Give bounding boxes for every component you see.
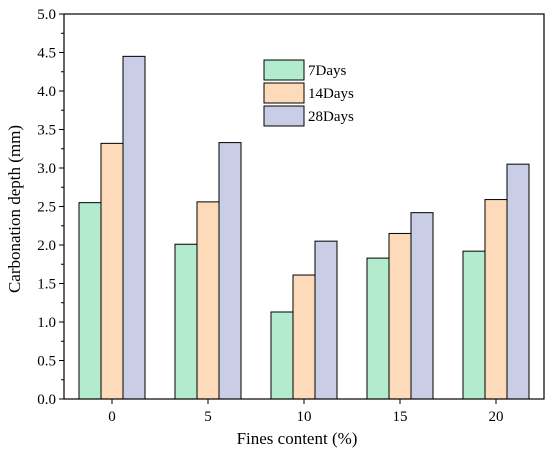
y-tick-label: 0.5 (37, 354, 56, 370)
bar-14days-15 (388, 232, 412, 400)
y-tick-label: 3.5 (37, 123, 56, 139)
legend-swatch-28days (263, 105, 305, 127)
legend: 7Days 14Days 28Days (263, 59, 354, 127)
x-axis-title: Fines content (%) (237, 429, 358, 448)
bar-7days-10 (270, 311, 294, 400)
x-tick-label: 20 (489, 409, 504, 425)
bar-28days-20 (506, 163, 530, 400)
bar-28days-5 (218, 142, 242, 400)
bar-28days-15 (410, 212, 434, 400)
bar-28days-0 (122, 55, 146, 400)
axes-layer: 0.0 0.5 1.0 1.5 2.0 2.5 3.0 3.5 4.0 4.5 5.0 0 5 10 15 2… (37, 7, 545, 425)
legend-label-14days: 14Days (308, 86, 354, 102)
y-tick-label: 0.0 (37, 392, 56, 408)
bar-28days-10 (314, 240, 338, 400)
y-axis-title: Carbonation depth (mm) (5, 125, 24, 293)
bar-14days-10 (292, 274, 316, 400)
y-tick-label: 5.0 (37, 7, 56, 23)
y-tick-label: 2.5 (37, 200, 56, 216)
bar-14days-5 (196, 201, 220, 400)
x-tick-label: 15 (393, 409, 408, 425)
bar-7days-20 (462, 250, 486, 400)
legend-label-28days: 28Days (308, 109, 354, 125)
x-tick-label: 0 (108, 409, 116, 425)
y-tick-label: 1.0 (37, 315, 56, 331)
bar-14days-0 (100, 142, 124, 400)
bar-7days-15 (366, 257, 390, 400)
y-tick-label: 4.5 (37, 46, 56, 62)
legend-label-7days: 7Days (308, 63, 346, 79)
legend-swatch-14days (263, 82, 305, 104)
y-tick-label: 3.0 (37, 161, 56, 177)
y-tick-label: 2.0 (37, 238, 56, 254)
y-tick-label: 1.5 (37, 277, 56, 293)
legend-swatch-7days (263, 59, 305, 81)
bar-7days-0 (78, 202, 102, 400)
bar-14days-20 (484, 199, 508, 400)
x-tick-label: 10 (297, 409, 312, 425)
bars-layer (78, 55, 530, 400)
bar-7days-5 (174, 243, 198, 400)
x-tick-label: 5 (204, 409, 212, 425)
y-tick-label: 4.0 (37, 84, 56, 100)
